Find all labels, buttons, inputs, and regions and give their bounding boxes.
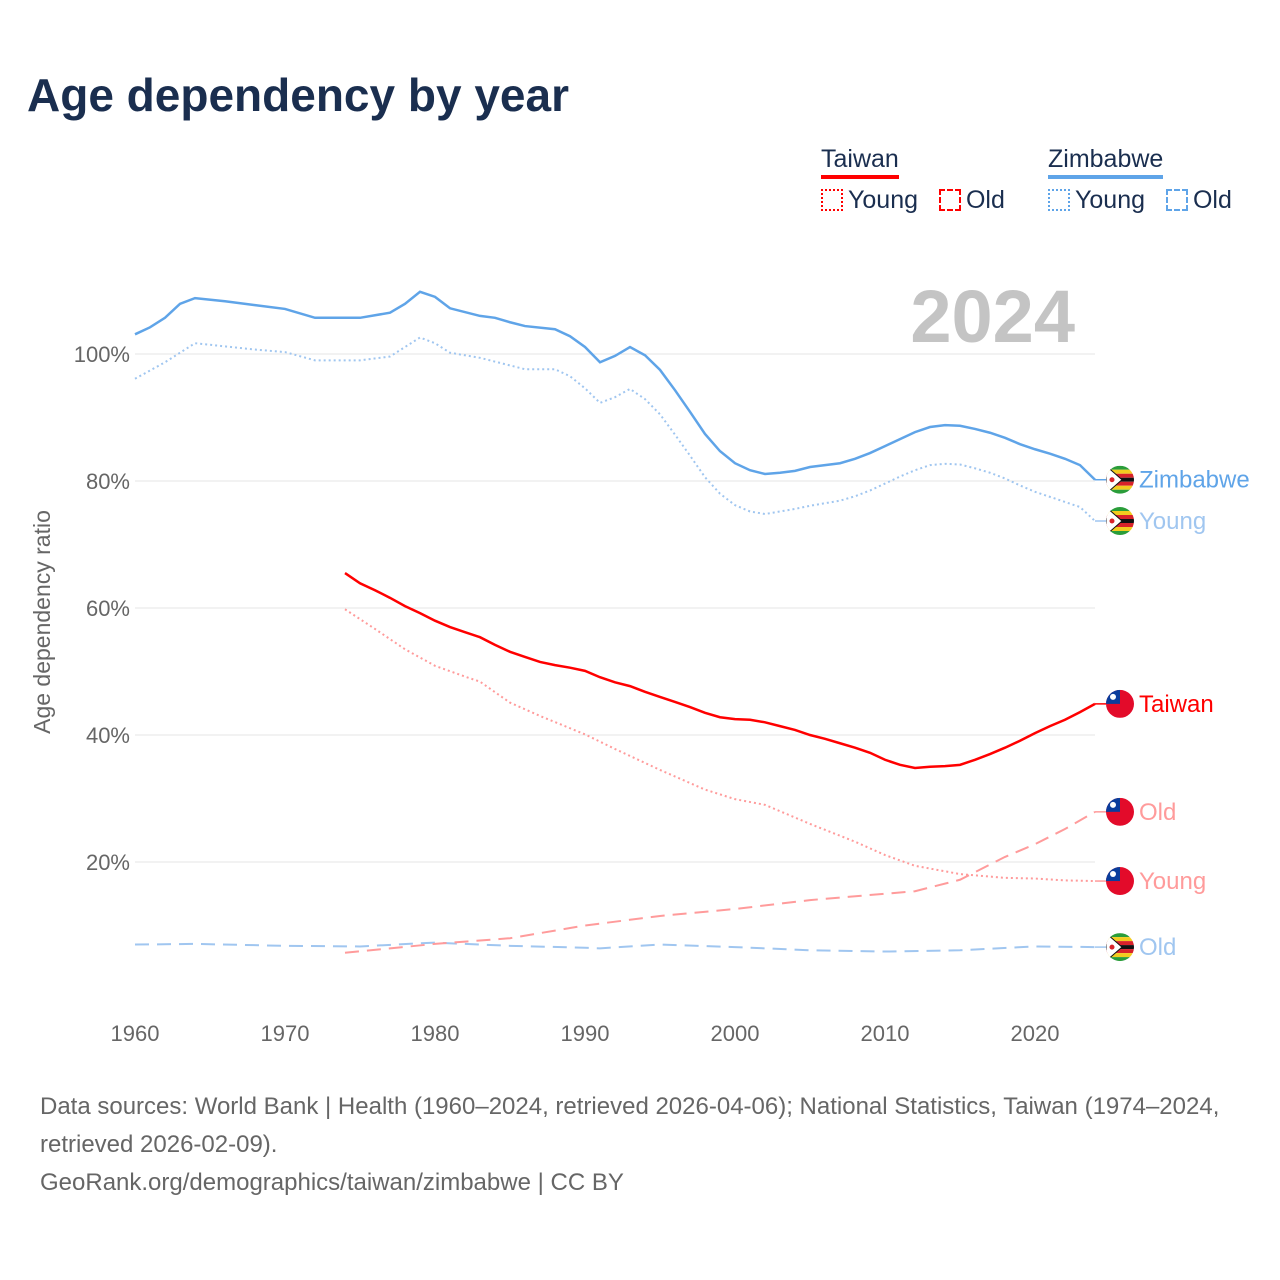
dashed-swatch-icon xyxy=(1165,189,1188,211)
footer: Data sources: World Bank | Health (1960–… xyxy=(40,1088,1250,1202)
x-tick-label: 2000 xyxy=(711,1021,760,1046)
series-line-taiwan xyxy=(344,572,1096,770)
legend-zimbabwe-items: Young Old xyxy=(1048,186,1232,215)
data-sources: Data sources: World Bank | Health (1960–… xyxy=(40,1093,1220,1158)
legend-group-zimbabwe: Zimbabwe xyxy=(1048,145,1164,179)
legend-group-taiwan: Taiwan xyxy=(821,145,899,179)
x-tick-label: 2010 xyxy=(861,1021,910,1046)
legend-zimbabwe-old[interactable]: Old xyxy=(1192,186,1232,214)
x-tick-label: 1980 xyxy=(411,1021,460,1046)
legend-zimbabwe-young[interactable]: Young xyxy=(1075,186,1145,214)
zimbabwe-flag-icon xyxy=(1106,933,1134,962)
series-line-zimbabwe-young xyxy=(134,336,1096,522)
end-label: Young xyxy=(1139,868,1206,895)
y-axis-label: Age dependency ratio xyxy=(29,510,55,734)
y-tick-label: 40% xyxy=(86,723,130,748)
taiwan-flag-icon xyxy=(1106,867,1134,896)
taiwan-flag-icon xyxy=(1106,689,1134,718)
end-label: Young xyxy=(1139,508,1206,535)
y-tick-label: 80% xyxy=(86,469,130,494)
series-line-taiwan-young xyxy=(344,608,1096,883)
zimbabwe-flag-icon xyxy=(1106,507,1134,536)
source-link[interactable]: GeoRank.org/demographics/taiwan/zimbabwe… xyxy=(40,1169,624,1196)
series-line-taiwan-old xyxy=(344,810,1096,954)
x-tick-label: 1970 xyxy=(261,1021,310,1046)
dashed-swatch-icon xyxy=(938,189,961,211)
legend-country-zimbabwe[interactable]: Zimbabwe xyxy=(1048,145,1164,179)
y-tick-label: 100% xyxy=(74,342,130,367)
end-label: Old xyxy=(1139,799,1176,826)
legend-taiwan-items: Young Old xyxy=(821,186,1005,215)
series-line-zimbabwe xyxy=(134,290,1096,481)
x-tick-label: 2020 xyxy=(1011,1021,1060,1046)
chart-title: Age dependency by year xyxy=(27,69,569,121)
end-label: Old xyxy=(1139,934,1176,961)
legend-taiwan-young[interactable]: Young xyxy=(848,186,918,214)
y-tick-label: 60% xyxy=(86,596,130,621)
dotted-swatch-icon xyxy=(1048,189,1070,211)
x-tick-label: 1960 xyxy=(111,1021,160,1046)
end-label: Taiwan xyxy=(1139,691,1214,718)
zimbabwe-flag-icon xyxy=(1106,465,1134,494)
taiwan-flag-icon xyxy=(1106,797,1134,826)
legend-taiwan-old[interactable]: Old xyxy=(965,186,1005,214)
legend-country-taiwan[interactable]: Taiwan xyxy=(821,145,899,179)
year-watermark: 2024 xyxy=(910,275,1075,358)
end-label: Zimbabwe xyxy=(1139,467,1250,494)
x-tick-label: 1990 xyxy=(561,1021,610,1046)
y-tick-label: 20% xyxy=(86,850,130,875)
dotted-swatch-icon xyxy=(821,189,843,211)
series-line-zimbabwe-old xyxy=(134,941,1096,953)
